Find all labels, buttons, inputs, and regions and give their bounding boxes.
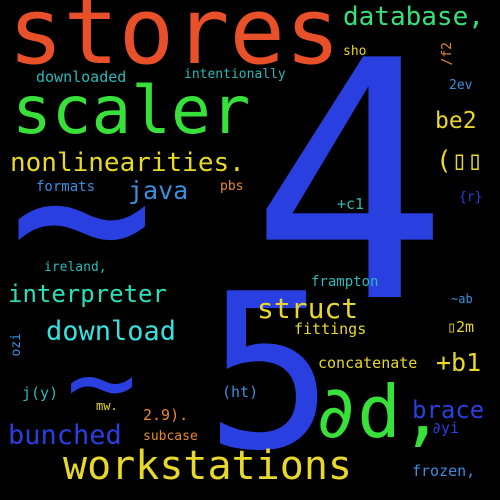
word-four: 4 xyxy=(250,0,449,375)
word-scaler: scaler xyxy=(12,72,251,149)
word-ab: ~ab xyxy=(451,292,473,306)
word-frampton: frampton xyxy=(311,274,379,290)
word-downloaded: downloaded xyxy=(36,68,127,86)
word-2ev: 2ev xyxy=(449,78,473,93)
word-r-brace: {r} xyxy=(459,190,483,205)
word-ireland: ireland, xyxy=(44,260,107,275)
word-workstations: workstations xyxy=(63,443,352,489)
word-dyi: ∂yi xyxy=(432,419,460,437)
word-concatenate: concatenate xyxy=(318,354,418,372)
word-formats: formats xyxy=(36,179,96,195)
word-dd: ∂d, xyxy=(314,370,445,454)
word-be2: be2 xyxy=(435,108,477,134)
word-29: 2.9). xyxy=(143,406,189,424)
word-bunched: bunched xyxy=(8,420,122,451)
word-five: 5 xyxy=(205,247,335,498)
word-database: database, xyxy=(343,2,484,32)
word-struct: struct xyxy=(257,292,359,325)
word-c1: +c1 xyxy=(337,195,365,213)
word-subcase: subcase xyxy=(143,429,198,444)
word-paren-glyph: (▯▯ xyxy=(436,146,483,176)
word-frozen: frozen, xyxy=(412,462,476,480)
word-fittings: fittings xyxy=(294,320,367,338)
word-2m: ▯2m xyxy=(447,318,475,336)
word-f2: /f2 xyxy=(440,42,455,66)
word-ozi: ozi xyxy=(9,333,24,357)
word-brace: brace xyxy=(412,396,485,424)
word-stores: stores xyxy=(8,0,341,85)
word-interpreter: interpreter xyxy=(8,280,167,308)
word-tilde-small: ~ xyxy=(66,312,138,450)
word-b1: +b1 xyxy=(436,348,482,377)
word-jy: j(y) xyxy=(22,384,59,402)
word-intentionally: intentionally xyxy=(184,67,286,82)
word-sho: sho xyxy=(343,44,367,59)
word-ht: (ht) xyxy=(222,383,259,401)
word-java: java xyxy=(128,176,189,205)
word-nonlinearities: nonlinearities. xyxy=(10,148,245,178)
word-pbs: pbs xyxy=(220,179,244,194)
word-download: download xyxy=(46,316,177,347)
word-mw: mw. xyxy=(96,399,118,413)
word-tilde-big: ~ xyxy=(8,72,156,357)
